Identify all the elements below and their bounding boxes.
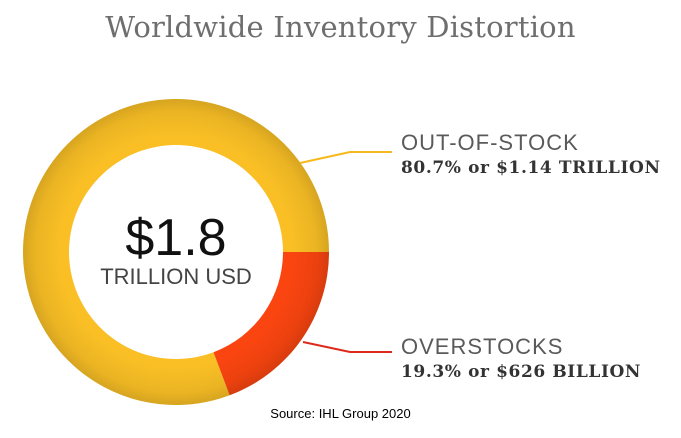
slice-detail-out-of-stock: 80.7% or $1.14 TRILLION (401, 158, 661, 178)
leader-line-overstocks (302, 341, 392, 353)
center-total-value: $1.8 (125, 209, 227, 267)
source-note: Source: IHL Group 2020 (270, 406, 411, 421)
center-total-unit: TRILLION USD (100, 264, 252, 289)
slice-label-out-of-stock: OUT-OF-STOCK (401, 130, 579, 155)
slice-label-overstocks: OVERSTOCKS (401, 334, 564, 359)
ring-shading (23, 99, 329, 405)
leader-line-out-of-stock (299, 151, 392, 164)
slice-detail-overstocks: 19.3% or $626 BILLION (401, 362, 642, 382)
chart-title: Worldwide Inventory Distortion (105, 10, 576, 44)
